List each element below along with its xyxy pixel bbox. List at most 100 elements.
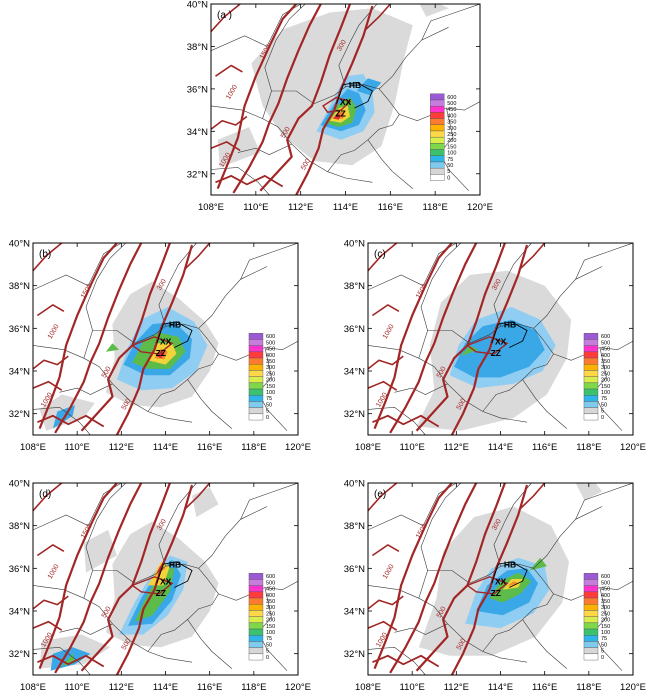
terrain-contour bbox=[211, 115, 248, 130]
legend-swatch bbox=[430, 99, 445, 107]
x-tick-label: 108°E bbox=[20, 442, 46, 453]
y-tick-label: 34°N bbox=[344, 607, 365, 618]
legend-level: 150 bbox=[266, 624, 275, 630]
legend-swatch bbox=[583, 653, 599, 661]
panel-label: (a ) bbox=[217, 10, 232, 21]
terrain-contour bbox=[115, 244, 194, 435]
x-tick-label: 110°E bbox=[243, 202, 268, 213]
y-tick-label: 40°N bbox=[344, 479, 365, 490]
boundary-line bbox=[187, 328, 219, 412]
contour-label: 1500 bbox=[415, 523, 429, 540]
city-label-hb: HB bbox=[504, 319, 516, 329]
legend-level: 500 bbox=[266, 580, 275, 586]
x-tick-label: 114°E bbox=[153, 442, 178, 453]
legend-swatch bbox=[583, 635, 599, 642]
legend-swatch bbox=[583, 407, 599, 415]
boundary-line bbox=[237, 143, 292, 156]
contour-label: 500 bbox=[436, 365, 448, 379]
boundary-line bbox=[83, 483, 127, 599]
legend-swatch bbox=[248, 597, 264, 605]
legend-swatch bbox=[430, 130, 445, 138]
x-tick-label: 112°E bbox=[288, 202, 313, 213]
x-tick-label: 108°E bbox=[355, 682, 381, 693]
legend-swatch bbox=[430, 112, 445, 119]
legend-swatch bbox=[430, 124, 445, 132]
legend-swatch bbox=[248, 351, 264, 359]
legend-level: 350 bbox=[601, 599, 610, 605]
legend-swatch bbox=[248, 585, 264, 593]
legend-level: 450 bbox=[601, 587, 610, 593]
legend-level: 400 bbox=[447, 113, 456, 119]
terrain-contour bbox=[465, 336, 509, 355]
x-tick-label: 118°E bbox=[241, 442, 266, 453]
terrain-contour bbox=[80, 483, 171, 672]
contour-label: 1000 bbox=[47, 563, 61, 580]
x-tick-label: 118°E bbox=[576, 442, 601, 453]
contour-label: 500 bbox=[101, 605, 113, 619]
terrain-contour bbox=[368, 355, 404, 370]
legend-swatch bbox=[583, 357, 599, 365]
legend-swatch bbox=[583, 351, 599, 359]
legend-level: 50 bbox=[601, 642, 607, 648]
legend-level: 450 bbox=[601, 347, 610, 353]
precip-area bbox=[460, 345, 479, 357]
terrain-contour bbox=[465, 576, 509, 595]
legend-swatch bbox=[430, 155, 445, 163]
terrain-contour bbox=[33, 243, 63, 272]
legend-swatch bbox=[583, 641, 599, 648]
x-tick-label: 114°E bbox=[488, 442, 513, 453]
contour-label: 300 bbox=[156, 518, 168, 532]
legend-level: 250 bbox=[266, 611, 275, 617]
legend-level: 5 bbox=[447, 169, 450, 175]
legend-swatch bbox=[430, 174, 445, 181]
boundary-line bbox=[575, 243, 633, 280]
x-tick-label: 112°E bbox=[444, 442, 469, 453]
terrain-contour bbox=[373, 243, 453, 430]
legend-swatch bbox=[583, 647, 599, 655]
legend-swatch bbox=[248, 333, 264, 340]
legend-level: 5 bbox=[266, 649, 269, 655]
boundary-line bbox=[83, 243, 127, 359]
terrain-contour bbox=[54, 483, 143, 674]
y-tick-label: 34°N bbox=[187, 127, 208, 138]
legend-level: 0 bbox=[266, 655, 269, 661]
legend-swatch bbox=[430, 167, 445, 175]
legend-swatch bbox=[248, 382, 264, 390]
y-tick-label: 40°N bbox=[9, 479, 30, 490]
terrain-contour bbox=[130, 576, 174, 595]
legend-level: 600 bbox=[601, 334, 610, 340]
terrain-contour bbox=[368, 620, 398, 631]
legend-level: 350 bbox=[266, 599, 275, 605]
terrain-contour bbox=[33, 483, 63, 512]
contour-label: 500 bbox=[456, 397, 468, 411]
terrain-contour bbox=[415, 243, 506, 432]
y-tick-label: 32°N bbox=[9, 649, 30, 660]
terrain-contour bbox=[33, 355, 69, 370]
contour-label: 300 bbox=[156, 278, 168, 292]
y-tick-label: 40°N bbox=[187, 0, 208, 11]
y-tick-label: 40°N bbox=[344, 239, 365, 250]
hb-outline bbox=[156, 321, 193, 348]
legend-swatch bbox=[583, 370, 599, 377]
x-tick-label: 108°E bbox=[198, 202, 224, 213]
legend-level: 450 bbox=[447, 107, 456, 113]
legend-level: 250 bbox=[266, 371, 275, 377]
contour-label: 1500 bbox=[80, 283, 94, 300]
legend-level: 0 bbox=[447, 175, 450, 181]
x-tick-label: 116°E bbox=[378, 202, 403, 213]
city-label-hb: HB bbox=[349, 80, 361, 90]
legend-swatch bbox=[583, 628, 599, 636]
terrain-contour bbox=[372, 414, 440, 428]
terrain-contour bbox=[389, 243, 478, 434]
legend-swatch bbox=[583, 401, 599, 408]
city-label-zz: ZZ bbox=[491, 348, 501, 358]
boundary-line bbox=[367, 88, 400, 172]
legend-swatch bbox=[248, 395, 264, 402]
hb-outline bbox=[491, 321, 528, 348]
x-tick-label: 116°E bbox=[197, 682, 222, 693]
boundary-line bbox=[211, 651, 232, 669]
legend-swatch bbox=[430, 161, 445, 169]
legend-swatch bbox=[248, 628, 264, 636]
y-tick-label: 34°N bbox=[344, 367, 365, 378]
